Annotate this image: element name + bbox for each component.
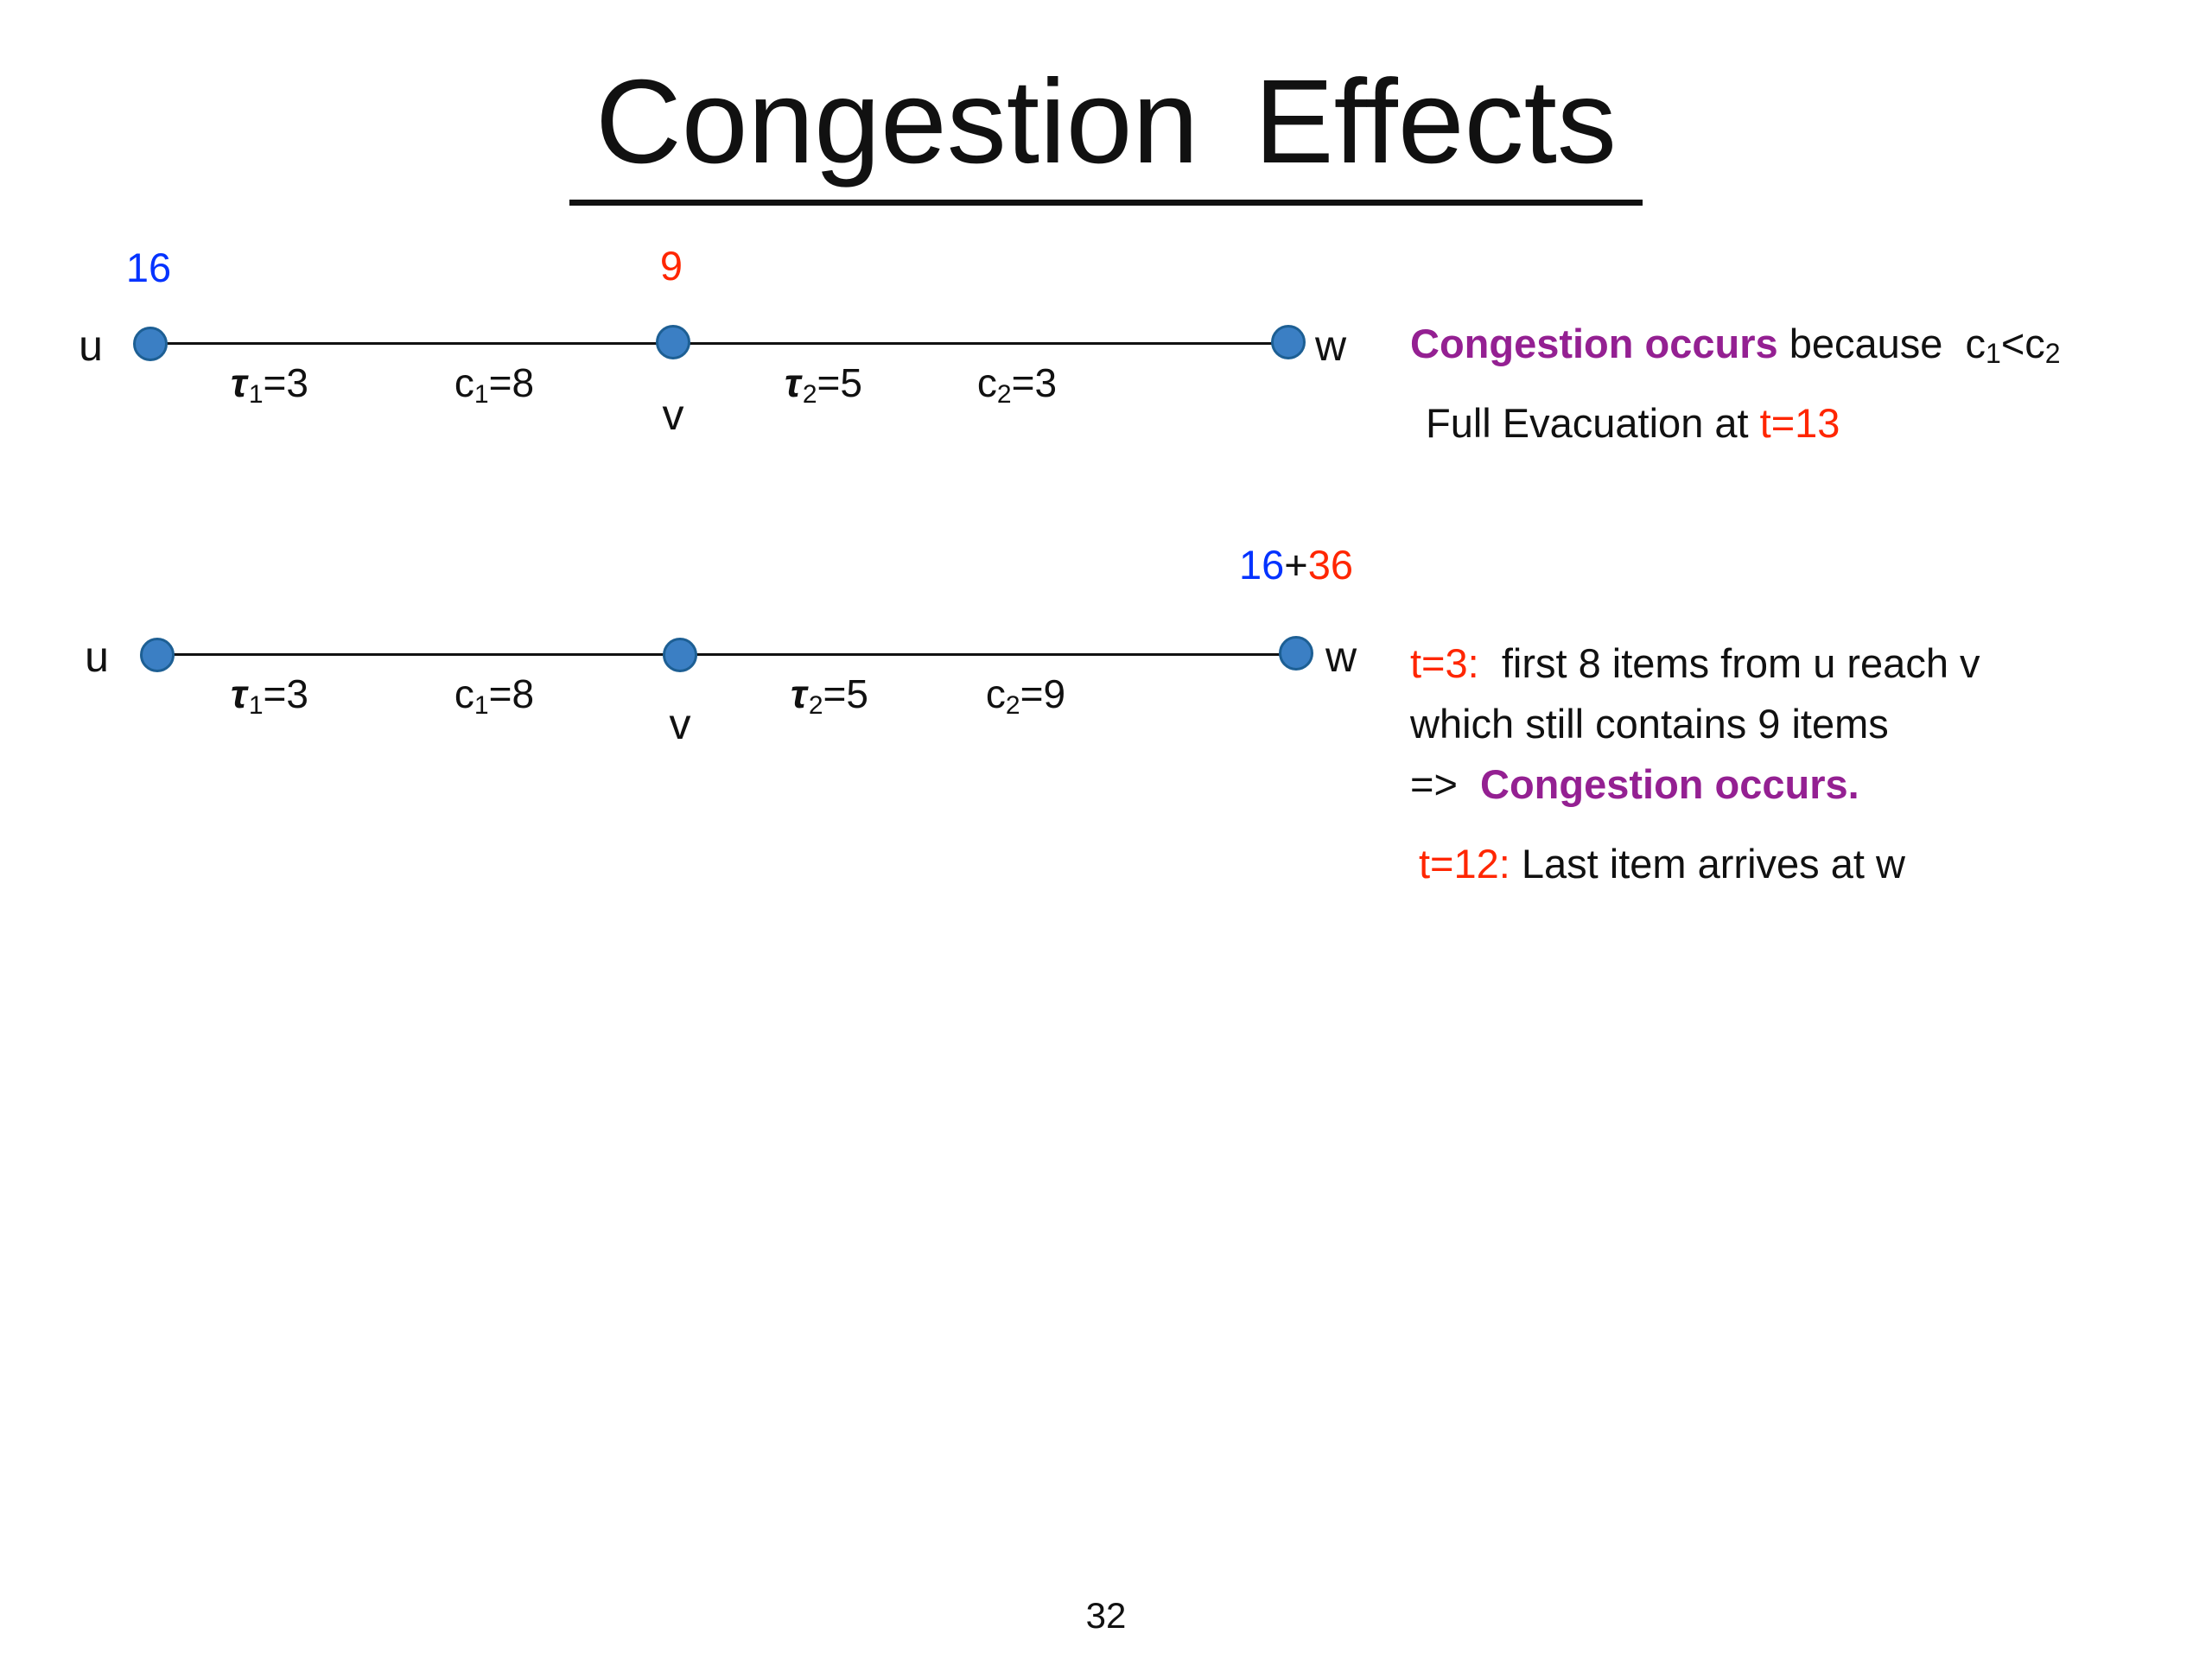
note2-line2: which still contains 9 items (1410, 701, 1889, 747)
node-label-w-2: w (1325, 632, 1357, 681)
note2-t3: t=3: (1410, 640, 1479, 686)
note1-sub1: 1 (1986, 338, 2001, 369)
note2-t12: t=12: (1419, 841, 1510, 887)
edge-symbol: τ (785, 360, 801, 405)
count-u-1: 16 (125, 245, 172, 290)
note2-line1: t=3: first 8 items from u reach v (1410, 639, 1980, 687)
edge-value: =8 (488, 360, 535, 405)
edge-value: =3 (263, 671, 308, 716)
node-label-u-1: u (79, 321, 103, 370)
note2-congestion: Congestion occurs. (1480, 761, 1859, 807)
node-v-2 (663, 638, 697, 672)
count-v-1: 9 (659, 243, 683, 289)
edge-value: =3 (1011, 360, 1058, 405)
node-label-v-1: v (662, 391, 684, 439)
slide-title: Congestion Effects (0, 54, 2212, 206)
node-v-1 (656, 325, 690, 359)
count-w-red: 36 (1307, 542, 1354, 588)
edge-label-c1-d1: c1=8 (454, 359, 535, 409)
edge-subscript: 1 (474, 380, 489, 409)
count-w-2: 16+36 (1239, 541, 1353, 588)
edge-symbol: τ (231, 360, 247, 405)
edge-label-tau2-d1: τ2=5 (785, 359, 862, 409)
count-w-blue: 16 (1238, 542, 1285, 588)
slide-title-text: Congestion Effects (569, 54, 1643, 206)
edge-label-c1-d2: c1=8 (454, 671, 535, 720)
node-label-v-2: v (669, 700, 691, 748)
edge-value: =9 (1020, 671, 1066, 716)
edge-value: =5 (817, 360, 862, 405)
edge-subscript: 1 (248, 380, 264, 409)
note1-evacuation: Full Evacuation at t=13 (1426, 399, 1840, 447)
node-w-2 (1279, 636, 1313, 671)
edge-symbol: c (454, 671, 474, 716)
note2-line4: t=12: Last item arrives at w (1419, 840, 1905, 887)
edge-symbol: c (976, 360, 997, 405)
edge-subscript: 2 (996, 380, 1012, 409)
node-u-1 (133, 327, 168, 361)
edge-line-1 (150, 342, 1288, 345)
note1-evacuation-time: t=13 (1759, 400, 1840, 446)
note2-line3: => Congestion occurs. (1410, 760, 1859, 808)
node-label-u-2: u (85, 632, 109, 681)
edge-symbol: c (454, 360, 474, 405)
edge-line-2 (157, 653, 1296, 656)
note1-heading-rest: because c (1777, 321, 1986, 366)
page-number: 32 (1085, 1595, 1127, 1636)
edge-label-c2-d2: c2=9 (985, 671, 1066, 720)
note1-heading-bold: Congestion occurs (1410, 321, 1778, 366)
note1-evacuation-text: Full Evacuation at (1426, 400, 1760, 446)
note2-t3-rest: first 8 items from u reach v (1478, 640, 1980, 686)
note1-sub2: 2 (2044, 338, 2061, 369)
edge-value: =5 (823, 671, 868, 716)
edge-symbol: τ (791, 671, 807, 716)
note2-arrow: => (1410, 761, 1481, 807)
note1-heading: Congestion occurs because c1<c2 (1410, 320, 2061, 369)
edge-label-c2-d1: c2=3 (976, 359, 1058, 409)
node-w-1 (1271, 325, 1306, 359)
edge-value: =8 (488, 671, 535, 716)
edge-subscript: 2 (1005, 691, 1020, 720)
edge-subscript: 2 (808, 691, 823, 720)
edge-value: =3 (263, 360, 308, 405)
node-u-2 (140, 638, 175, 672)
edge-symbol: τ (231, 671, 247, 716)
edge-symbol: c (985, 671, 1006, 716)
edge-subscript: 2 (802, 380, 817, 409)
edge-subscript: 1 (248, 691, 264, 720)
count-w-plus: + (1284, 542, 1308, 588)
note1-heading-mid: <c (2000, 321, 2045, 366)
edge-label-tau2-d2: τ2=5 (791, 671, 868, 720)
edge-subscript: 1 (474, 691, 489, 720)
edge-label-tau1-d2: τ1=3 (231, 671, 308, 720)
node-label-w-1: w (1314, 321, 1347, 370)
note2-t12-rest: Last item arrives at w (1510, 841, 1905, 887)
edge-label-tau1-d1: τ1=3 (231, 359, 308, 409)
